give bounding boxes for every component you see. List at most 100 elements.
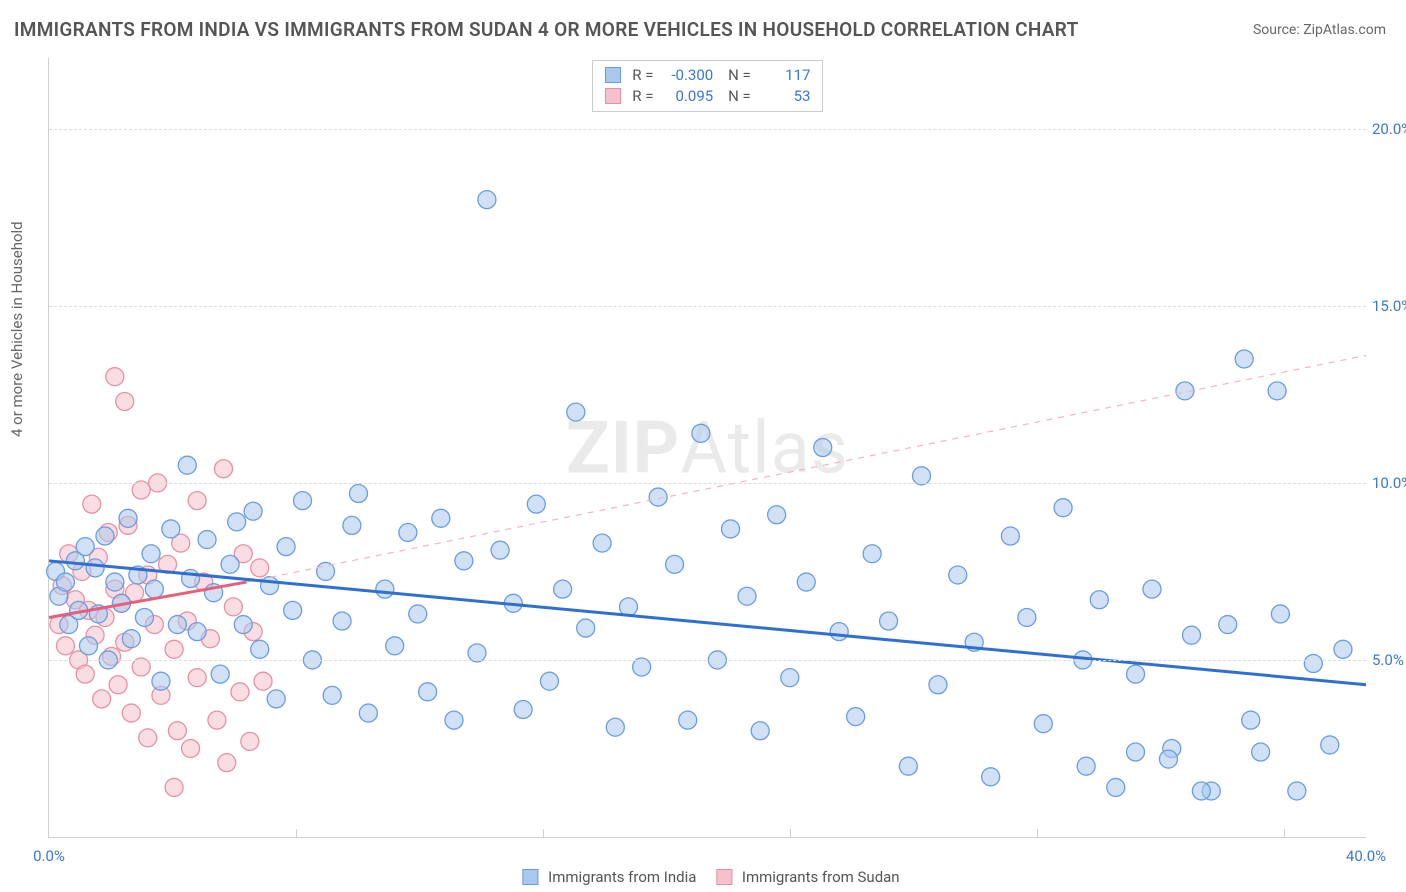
data-point: [1034, 715, 1052, 733]
data-point: [224, 598, 242, 616]
data-point: [419, 683, 437, 701]
data-point: [294, 492, 312, 510]
data-point: [491, 541, 509, 559]
data-point: [1192, 782, 1210, 800]
data-point: [1288, 782, 1306, 800]
gridline-h: [49, 660, 1366, 661]
data-point: [1127, 665, 1145, 683]
data-point: [80, 637, 98, 655]
data-point: [241, 732, 259, 750]
y-tick-label: 15.0%: [1372, 297, 1406, 315]
data-point: [1001, 527, 1019, 545]
data-point: [1235, 350, 1253, 368]
stats-r-india: -0.300: [657, 65, 713, 86]
data-point: [251, 559, 269, 577]
y-tick-label: 20.0%: [1372, 120, 1406, 138]
data-point: [188, 492, 206, 510]
data-point: [619, 598, 637, 616]
data-point: [76, 665, 94, 683]
x-minor-tick: [1037, 829, 1038, 837]
x-tick-label: 40.0%: [1346, 847, 1386, 865]
data-point: [722, 520, 740, 538]
data-point: [880, 612, 898, 630]
data-point: [666, 555, 684, 573]
data-point: [168, 722, 186, 740]
data-point: [182, 739, 200, 757]
data-point: [76, 538, 94, 556]
data-point: [899, 757, 917, 775]
data-point: [323, 686, 341, 704]
data-point: [231, 683, 249, 701]
stats-r-label: R =: [632, 87, 653, 105]
data-point: [188, 623, 206, 641]
chart-title: IMMIGRANTS FROM INDIA VS IMMIGRANTS FROM…: [14, 18, 1079, 41]
data-point: [1107, 778, 1125, 796]
data-point: [142, 545, 160, 563]
data-point: [1143, 580, 1161, 598]
data-point: [432, 509, 450, 527]
data-point: [119, 509, 137, 527]
trend-line: [247, 355, 1366, 582]
data-point: [567, 403, 585, 421]
gridline-h: [49, 129, 1366, 130]
data-point: [122, 630, 140, 648]
data-point: [1054, 499, 1072, 517]
data-point: [333, 612, 351, 630]
data-point: [165, 778, 183, 796]
data-point: [109, 676, 127, 694]
legend: Immigrants from India Immigrants from Su…: [506, 868, 899, 886]
data-point: [554, 580, 572, 598]
data-point: [56, 573, 74, 591]
data-point: [679, 711, 697, 729]
data-point: [1219, 616, 1237, 634]
data-point: [1268, 382, 1286, 400]
stats-row-india: R = -0.300 N = 117: [605, 65, 811, 86]
data-point: [649, 488, 667, 506]
data-point: [215, 460, 233, 478]
data-point: [93, 690, 111, 708]
stats-n-india: 117: [754, 65, 810, 86]
data-point: [198, 531, 216, 549]
data-point: [218, 754, 236, 772]
swatch-sudan: [605, 88, 621, 104]
data-point: [221, 555, 239, 573]
data-point: [1304, 654, 1322, 672]
data-point: [847, 708, 865, 726]
y-axis-label: 4 or more Vehicles in Household: [8, 221, 26, 437]
legend-swatch-sudan: [716, 869, 732, 885]
data-point: [244, 502, 262, 520]
data-point: [284, 601, 302, 619]
stats-n-label: N =: [728, 66, 751, 84]
data-point: [234, 616, 252, 634]
data-point: [228, 513, 246, 531]
data-point: [445, 711, 463, 729]
data-point: [343, 516, 361, 534]
data-point: [254, 672, 272, 690]
data-point: [178, 456, 196, 474]
data-point: [751, 722, 769, 740]
data-point: [1252, 743, 1270, 761]
data-point: [145, 580, 163, 598]
data-point: [139, 729, 157, 747]
data-point: [386, 637, 404, 655]
x-minor-tick: [296, 829, 297, 837]
data-point: [781, 669, 799, 687]
data-point: [797, 573, 815, 591]
stats-box: R = -0.300 N = 117 R = 0.095 N = 53: [592, 60, 824, 112]
data-point: [863, 545, 881, 563]
data-point: [692, 424, 710, 442]
data-point: [593, 534, 611, 552]
data-point: [168, 616, 186, 634]
data-point: [135, 608, 153, 626]
data-point: [399, 523, 417, 541]
x-tick-label: 0.0%: [33, 847, 65, 865]
data-point: [1077, 757, 1095, 775]
legend-label-india: Immigrants from India: [548, 868, 696, 886]
data-point: [1018, 608, 1036, 626]
data-point: [251, 640, 269, 658]
data-point: [409, 605, 427, 623]
chart-container: IMMIGRANTS FROM INDIA VS IMMIGRANTS FROM…: [0, 0, 1406, 892]
data-point: [514, 701, 532, 719]
data-point: [1159, 750, 1177, 768]
data-point: [96, 527, 114, 545]
